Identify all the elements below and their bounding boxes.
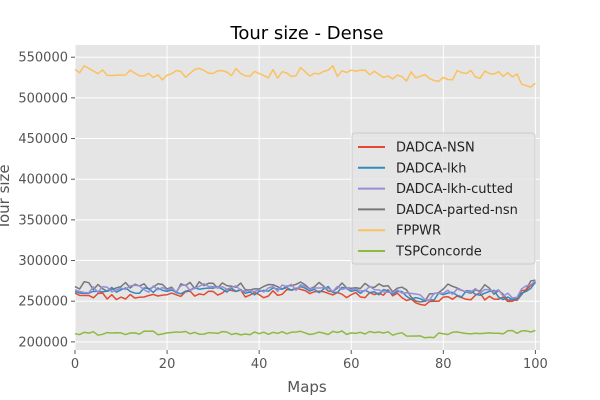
x-tick-label: 20 [159,357,176,372]
series-line-dadca-lkh [74,281,537,302]
grid-lines [74,45,540,350]
series-lines [74,65,537,339]
x-tick-label: 0 [71,357,79,372]
y-tick-label: 450000 [18,132,68,147]
legend-label: DADCA-lkh-cutted [396,182,513,197]
x-tick-label: 80 [435,357,452,372]
y-tick-label: 400000 [18,173,68,188]
series-line-dadca-lkh-cutted [74,280,536,301]
legend-box [351,132,536,265]
y-tick-label: 200000 [18,335,68,350]
chart-title: Tour size - Dense [229,23,383,44]
x-axis-title: Maps [287,378,327,396]
y-axis-title: Tour size [0,164,13,230]
y-tick-label: 250000 [18,295,68,310]
x-tick-label: 40 [251,357,268,372]
legend-label: DADCA-NSN [396,141,475,156]
axis-ticks: 200000 250000 300000 350000 400000 450000 5000… [18,51,547,372]
legend-label: DADCA-parted-nsn [396,203,518,218]
y-tick-label: 300000 [18,254,68,269]
y-tick-label: 550000 [18,51,68,66]
legend-label: FPPWR [396,224,441,239]
legend-label: DADCA-lkh [396,161,466,176]
legend-label: TSPConcorde [395,245,482,260]
series-line-fppwr [74,65,536,88]
series-line-tspconcorde [74,329,536,339]
y-tick-label: 500000 [18,91,68,106]
y-tick-label: 350000 [18,213,68,228]
x-tick-label: 60 [343,357,360,372]
legend: DADCA-NSN DADCA-lkh DADCA-lkh-cutted DADCA-… [351,132,536,265]
x-tick-label: 100 [523,357,548,372]
